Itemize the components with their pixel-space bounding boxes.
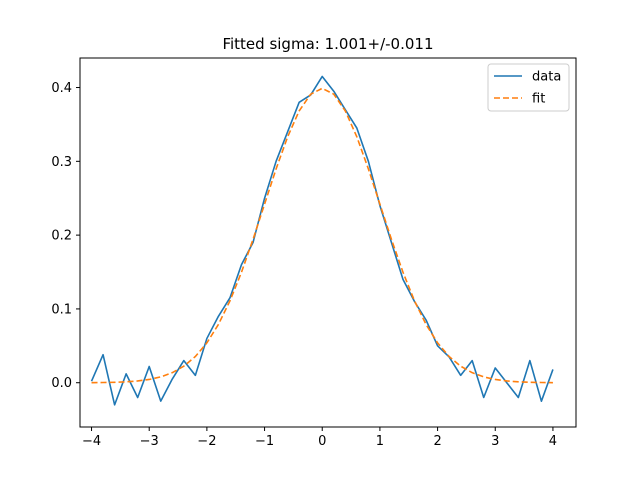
x-tick-label: 0 bbox=[318, 434, 326, 449]
x-tick-label: −1 bbox=[255, 434, 274, 449]
legend-label-fit: fit bbox=[532, 92, 545, 107]
x-tick-label: 2 bbox=[433, 434, 441, 449]
y-tick-label: 0.1 bbox=[51, 302, 72, 317]
x-tick-label: −3 bbox=[140, 434, 159, 449]
plot-frame bbox=[79, 57, 577, 428]
y-tick-label: 0.3 bbox=[51, 155, 72, 170]
y-tick-label: 0.2 bbox=[51, 229, 72, 244]
y-tick-label: 0.0 bbox=[51, 376, 72, 391]
plot-area bbox=[80, 58, 576, 427]
series-line-fit bbox=[91, 87, 553, 384]
series-line-data bbox=[90, 75, 554, 406]
x-tick-label: −2 bbox=[197, 434, 216, 449]
chart-title: Fitted sigma: 1.001+/-0.011 bbox=[222, 35, 433, 53]
x-tick-label: 3 bbox=[491, 434, 499, 449]
x-tick-label: −4 bbox=[82, 434, 101, 449]
x-tick-label: 4 bbox=[549, 434, 557, 449]
x-tick-label: 1 bbox=[376, 434, 384, 449]
y-tick-label: 0.4 bbox=[51, 81, 72, 96]
legend-label-data: data bbox=[532, 70, 561, 85]
